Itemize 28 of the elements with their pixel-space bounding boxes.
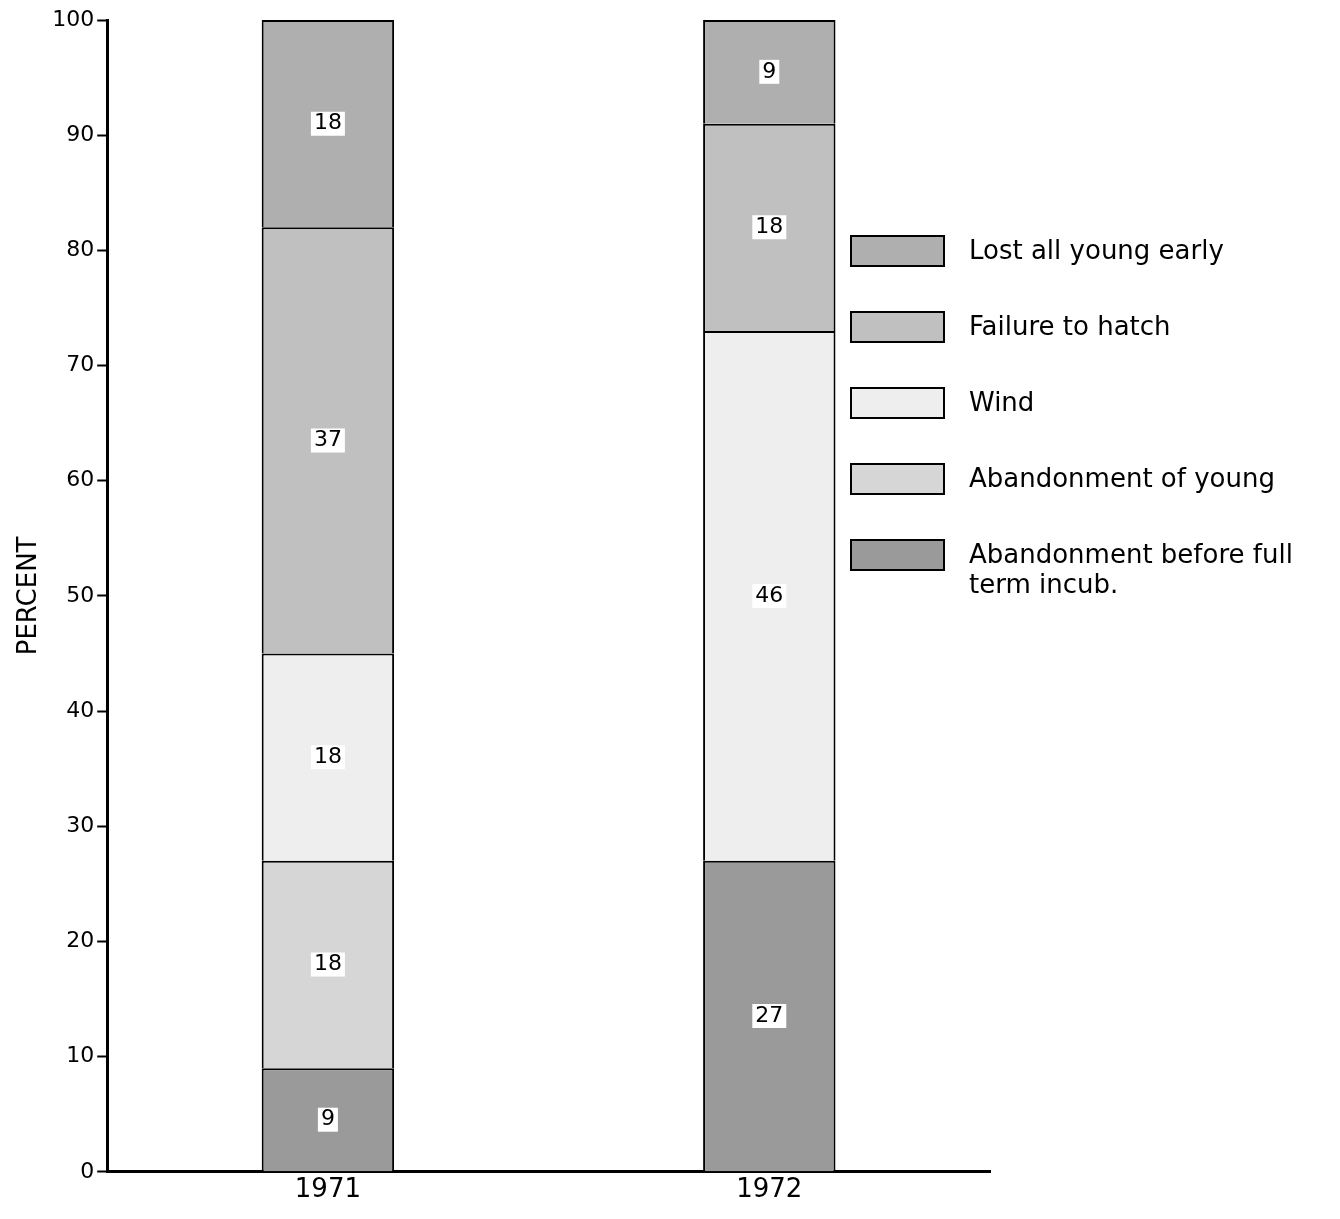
y-tick-label: 40 <box>66 696 95 722</box>
data-label: 18 <box>313 109 342 135</box>
x-tick-label: 1971 <box>294 1173 361 1204</box>
legend-label: Abandonment of young <box>969 463 1275 493</box>
y-tick-label: 30 <box>66 811 95 837</box>
y-tick-label: 0 <box>80 1157 95 1183</box>
y-tick-label: 60 <box>66 466 95 492</box>
legend-label: Failure to hatch <box>969 311 1171 341</box>
data-label: 18 <box>313 742 342 768</box>
y-axis-title: PERCENT <box>12 536 43 656</box>
legend-label: Wind <box>969 387 1035 417</box>
x-tick-label: 1972 <box>736 1173 803 1204</box>
y-tick-label: 20 <box>66 927 95 953</box>
y-tick-label: 90 <box>66 120 95 146</box>
y-tick-label: 70 <box>66 351 95 377</box>
y-tick-label: 50 <box>66 581 95 607</box>
legend-label: Lost all young early <box>969 235 1224 265</box>
data-label: 18 <box>755 213 784 239</box>
y-tick-label: 80 <box>66 236 95 262</box>
data-label: 9 <box>762 57 777 83</box>
data-label: 27 <box>755 1001 784 1027</box>
data-label: 9 <box>320 1105 335 1131</box>
data-label: 18 <box>313 950 342 976</box>
y-tick-label: 10 <box>66 1042 95 1068</box>
data-label: 37 <box>313 426 342 452</box>
legend-label: Abandonment before full term incub. <box>969 539 1294 599</box>
y-tick-label: 100 <box>52 5 95 31</box>
data-label: 46 <box>755 581 784 607</box>
